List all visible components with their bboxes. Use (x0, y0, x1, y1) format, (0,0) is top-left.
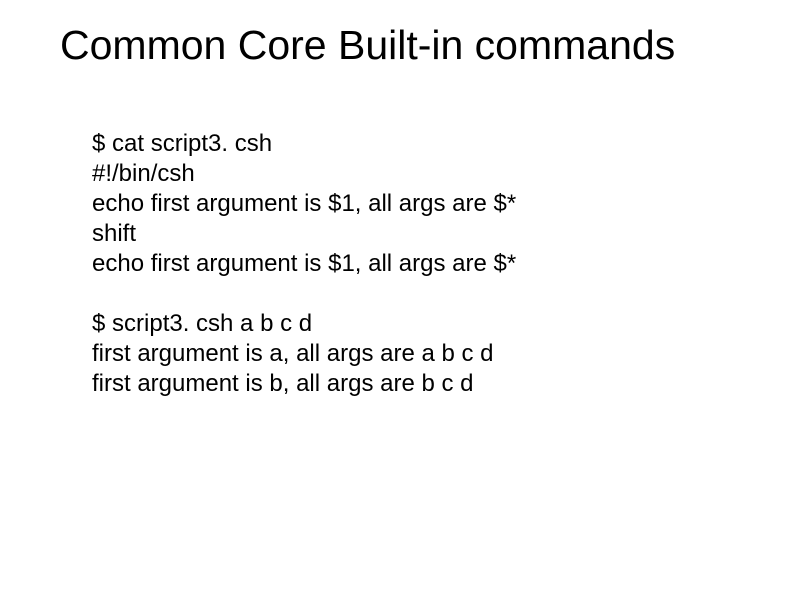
spacer (60, 279, 734, 309)
slide-title: Common Core Built-in commands (60, 22, 734, 69)
script-output-block: $ script3. csh a b c d first argument is… (92, 309, 734, 399)
code-line: $ cat script3. csh (92, 129, 734, 159)
code-line: shift (92, 219, 734, 249)
script-source-block: $ cat script3. csh #!/bin/csh echo first… (92, 129, 734, 279)
code-line: $ script3. csh a b c d (92, 309, 734, 339)
code-line: echo first argument is $1, all args are … (92, 249, 734, 279)
code-line: first argument is b, all args are b c d (92, 369, 734, 399)
code-line: #!/bin/csh (92, 159, 734, 189)
slide: Common Core Built-in commands $ cat scri… (0, 0, 794, 595)
code-line: first argument is a, all args are a b c … (92, 339, 734, 369)
code-line: echo first argument is $1, all args are … (92, 189, 734, 219)
